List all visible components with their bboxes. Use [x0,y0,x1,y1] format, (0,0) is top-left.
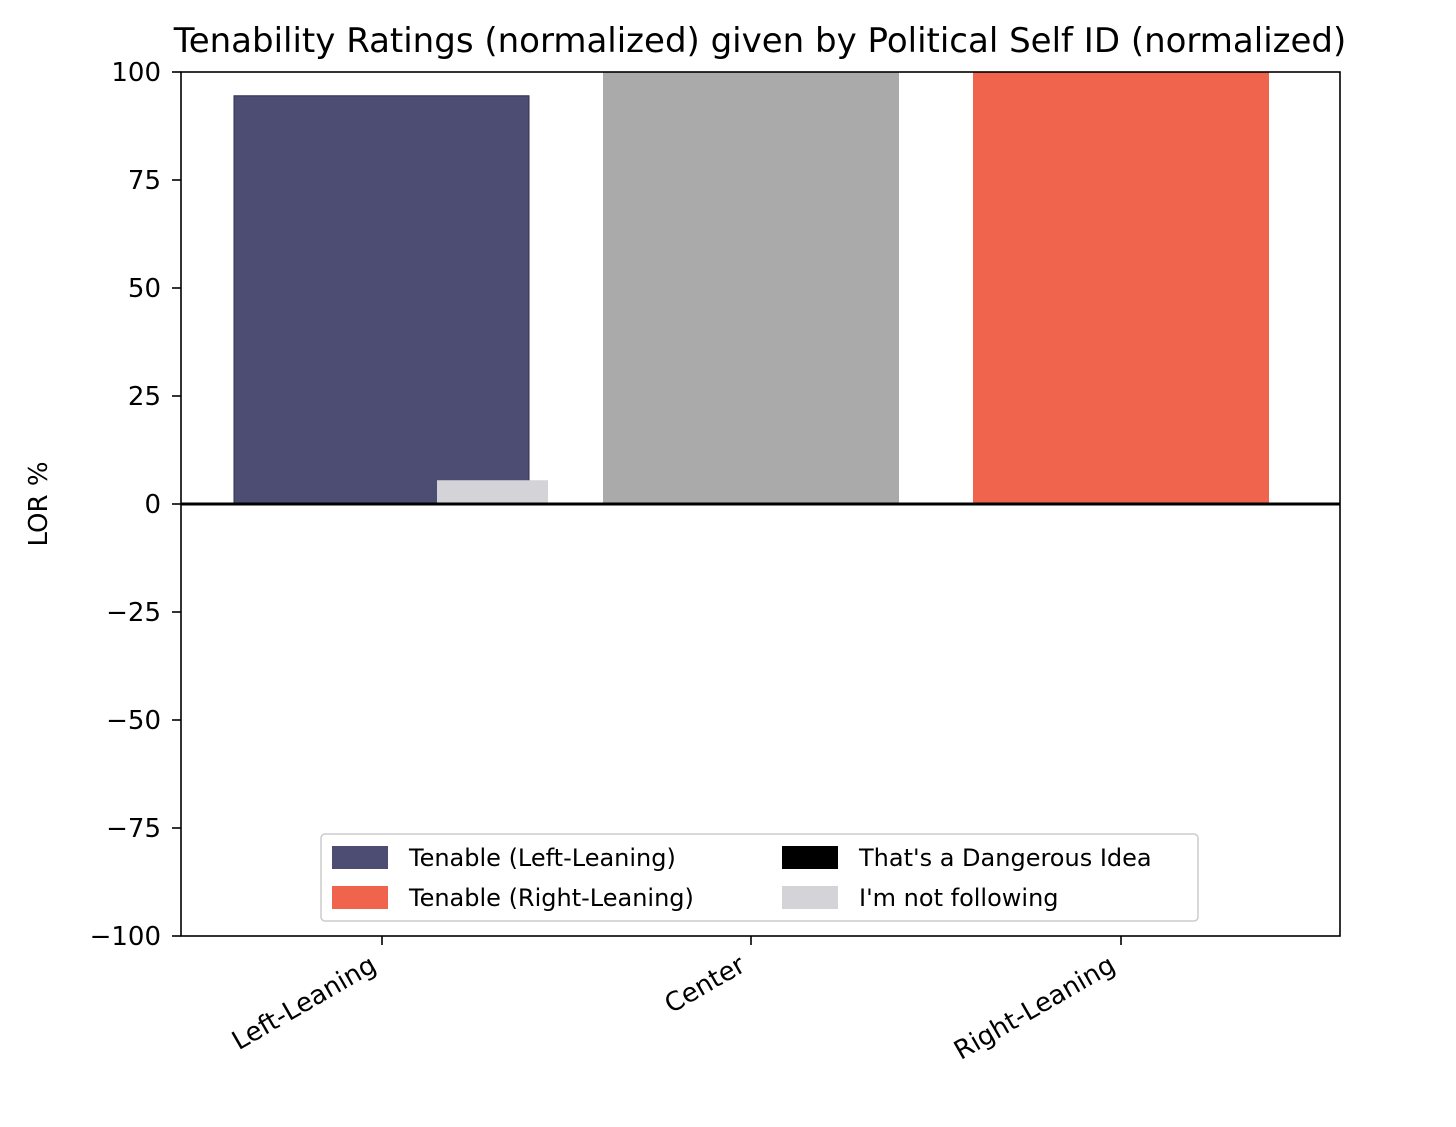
legend: Tenable (Left-Leaning) Tenable (Right-Lea… [320,833,1199,922]
legend-swatch-that-s-a-dangerous-idea [782,846,838,869]
legend-swatch-i-m-not-following [782,886,838,909]
bar-left-leaning-tenable-left-leaning [233,95,530,505]
legend-label-tenable-right-leaning: Tenable (Right-Leaning) [408,884,694,912]
y-tick-label: −50 [106,706,161,736]
legend-label-i-m-not-following: I'm not following [859,884,1059,912]
bar-right-leaning-tenable-right-leaning [973,72,1269,504]
y-tick-label: −100 [90,922,161,952]
y-tick-label: 0 [144,490,161,520]
legend-box [320,833,1199,922]
legend-label-tenable-left-leaning: Tenable (Left-Leaning) [408,844,676,872]
y-tick-label: 100 [111,58,161,88]
legend-swatch-tenable-right-leaning [332,886,388,909]
legend-label-that-s-a-dangerous-idea: That's a Dangerous Idea [858,844,1152,872]
y-axis-label: LOR % [24,461,54,546]
x-tick-label: Right-Leaning [949,950,1120,1066]
bar-left-leaning-i-m-not-following [437,480,548,504]
x-tick-label: Left-Leaning [227,950,381,1056]
bar-center [603,72,899,504]
y-axis-ticks: 100 75 50 25 0 −25 −50 −75 −100 [90,58,181,952]
y-tick-label: 25 [128,382,161,412]
y-tick-label: −25 [106,598,161,628]
y-tick-label: −75 [106,814,161,844]
y-tick-label: 50 [128,274,161,304]
x-tick-label: Center [660,950,751,1020]
x-axis-ticks: Left-Leaning Center Right-Leaning [227,936,1122,1066]
y-tick-label: 75 [128,166,161,196]
chart-title: Tenability Ratings (normalized) given by… [173,21,1347,61]
legend-swatch-tenable-left-leaning [332,846,388,869]
bars-layer [233,72,1269,505]
